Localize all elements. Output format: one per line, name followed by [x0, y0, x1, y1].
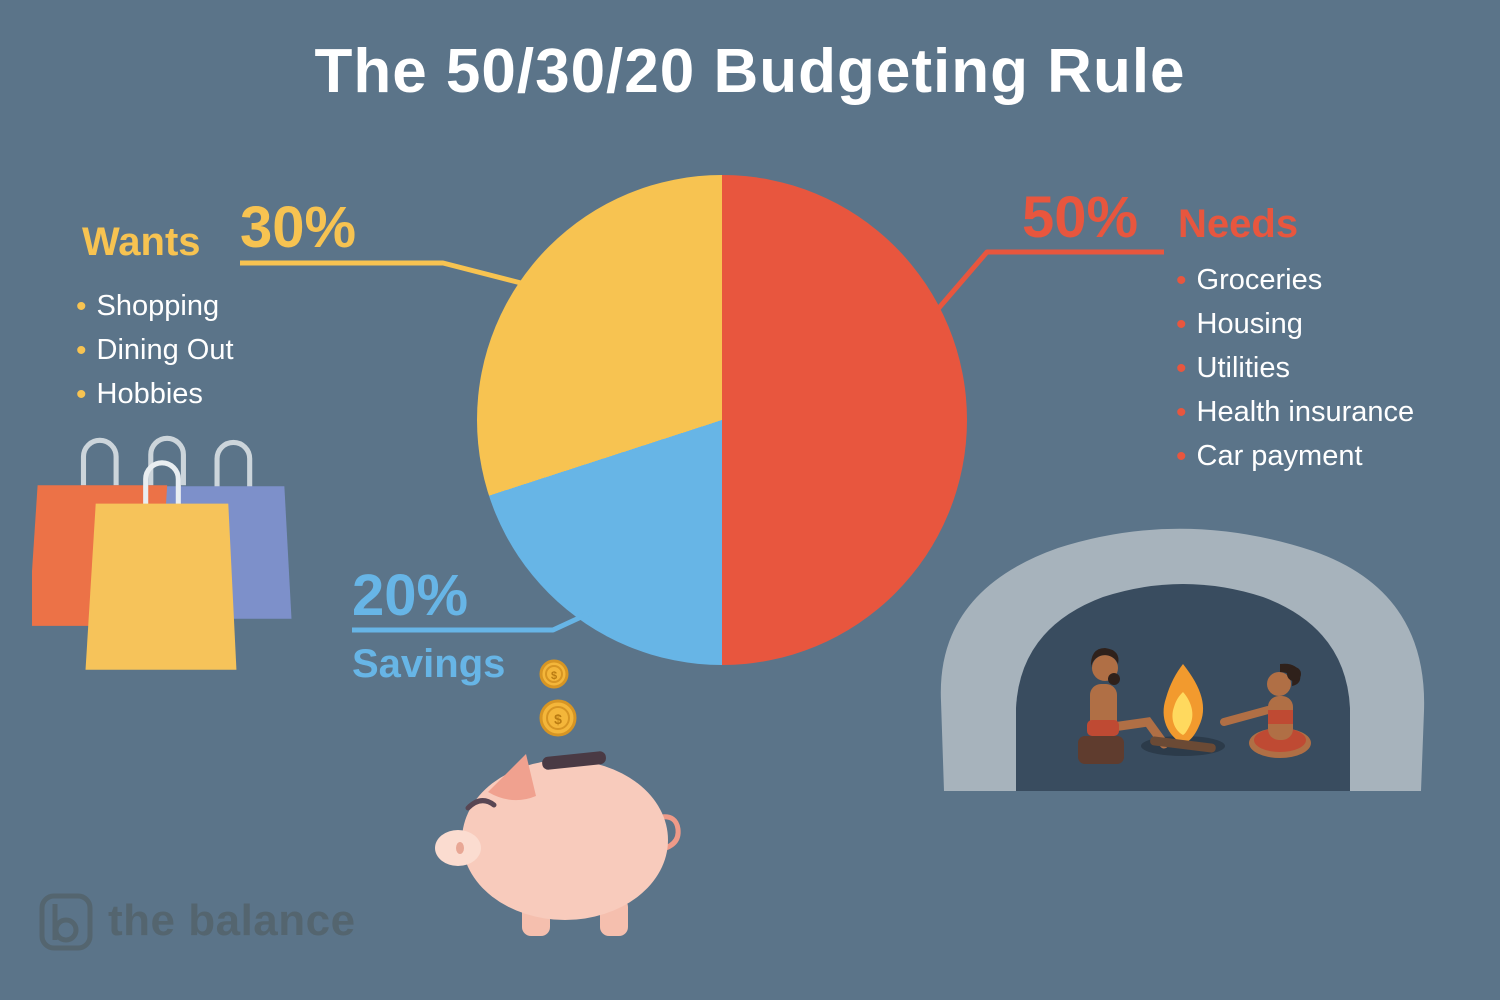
wants-item: Hobbies [76, 378, 234, 411]
shopping-bags-illustration [32, 435, 292, 670]
cavewoman-arm [1220, 706, 1272, 726]
piggy-bank-illustration [435, 751, 681, 936]
pig-eye [465, 798, 497, 811]
coins-icon: $ $ [539, 659, 577, 737]
wants-item: Dining Out [76, 334, 234, 367]
savings-label: Savings [352, 642, 506, 686]
needs-list: Groceries Housing Utilities Health insur… [1176, 264, 1415, 484]
fire-log [1150, 736, 1216, 753]
pig-nostril [456, 842, 464, 854]
cavewoman-hair-bun [1287, 667, 1301, 681]
brand-logo-text: the balance [108, 896, 356, 945]
needs-item: Groceries [1176, 264, 1414, 297]
pig-ear [488, 754, 536, 801]
bag-handle-icon [148, 435, 186, 486]
needs-label: Needs [1178, 202, 1299, 246]
caveman-legs [1101, 717, 1169, 749]
stump [1078, 736, 1124, 764]
needs-item: Utilities [1176, 352, 1414, 385]
needs-item: Car payment [1176, 440, 1414, 473]
wants-percent: 30% [240, 195, 357, 260]
bag-handle-icon [80, 437, 119, 486]
coin-icon [539, 699, 577, 737]
wants-list: Shopping Dining Out Hobbies [76, 290, 234, 422]
caveman-beard [1108, 673, 1120, 685]
coin-symbol: $ [554, 711, 562, 727]
yellow-bag [85, 503, 237, 670]
wants-label: Wants [82, 220, 201, 264]
caveman-hair [1090, 648, 1119, 668]
balance-logo-mark [39, 893, 93, 951]
coin-slot [542, 751, 606, 770]
brand-logo: the balance [38, 890, 356, 952]
needs-percent: 50% [1022, 185, 1139, 250]
wants-item: Shopping [76, 290, 234, 323]
wants-callout-line [240, 260, 522, 286]
coin-symbol: $ [551, 670, 557, 682]
cave-illustration [940, 528, 1425, 791]
bag-handle-icon [143, 460, 181, 506]
flame-inner [1172, 692, 1193, 735]
pig-body [462, 760, 668, 920]
savings-percent: 20% [352, 563, 469, 628]
coin-icon [539, 659, 569, 689]
page-title: The 50/30/20 Budgeting Rule [314, 37, 1186, 106]
bag-handle-icon [214, 439, 253, 488]
pie-chart [477, 175, 967, 665]
needs-callout-line [936, 249, 1164, 311]
needs-item: Health insurance [1176, 396, 1415, 429]
cavewoman-top [1268, 710, 1293, 724]
needs-item: Housing [1176, 308, 1414, 341]
cavewoman-head [1267, 672, 1291, 696]
caveman-loincloth [1087, 720, 1119, 736]
